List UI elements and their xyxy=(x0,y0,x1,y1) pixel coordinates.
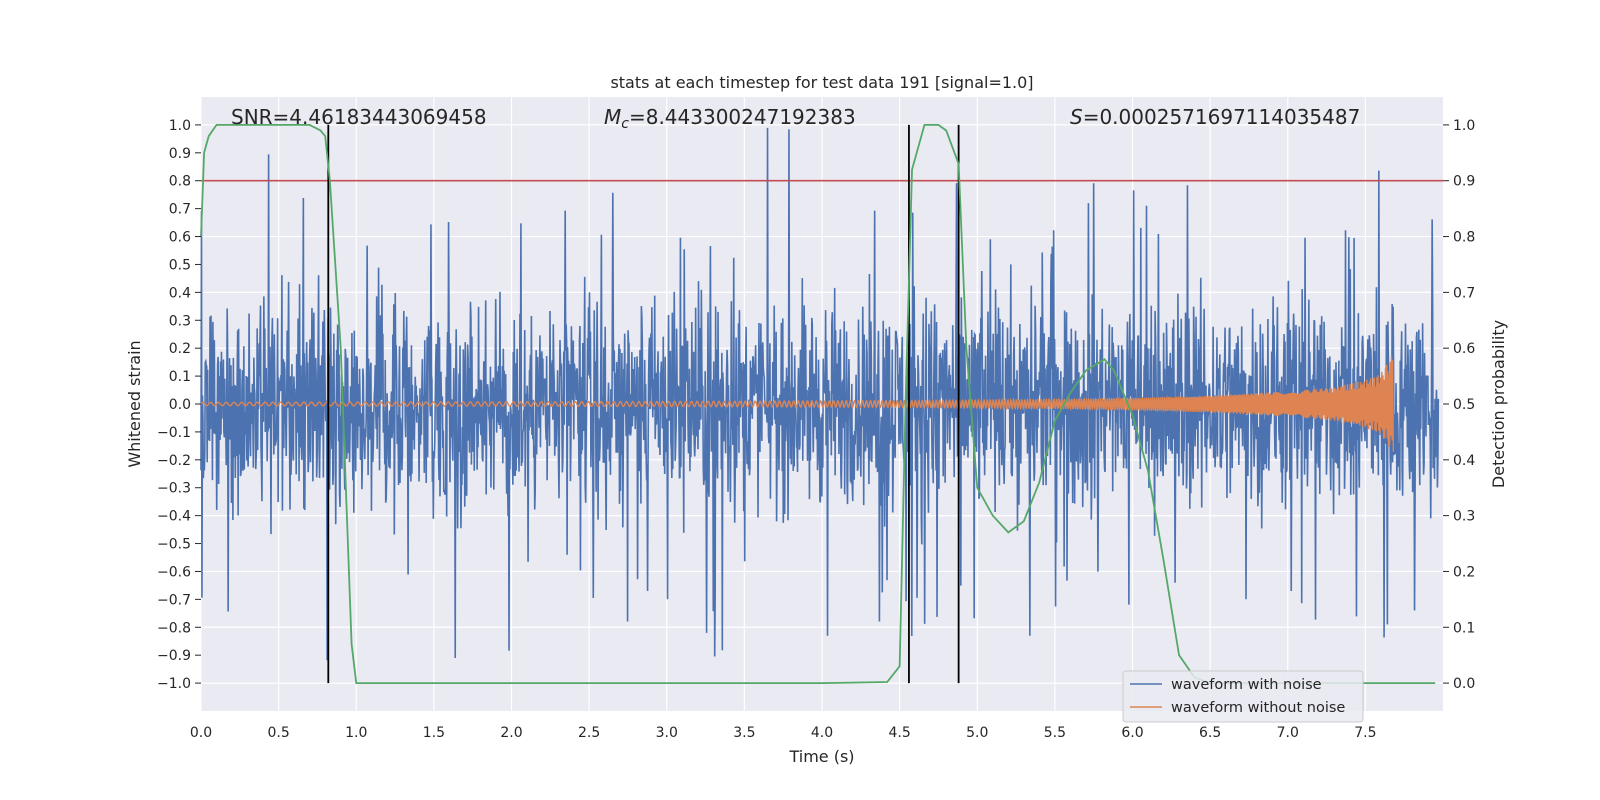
x-axis-ticks: 0.0 0.5 1.0 1.5 2.0 2.5 3.0 3.5 4.0 4.5 5.0 5.5 6.0 6… xyxy=(190,725,1377,741)
snr-annotation: SNR=4.46183443069458 xyxy=(231,105,487,129)
series-detection-probability xyxy=(200,124,1436,684)
x-tick-label: 0.5 xyxy=(267,725,289,741)
clean-waveform-line xyxy=(200,356,1395,452)
x-tick-label: 2.0 xyxy=(500,725,522,741)
detection-probability-line xyxy=(200,124,1436,684)
x-tick-label: 4.5 xyxy=(888,725,910,741)
x-tick-label: 1.0 xyxy=(345,725,367,741)
y-right-tick-label: 0.8 xyxy=(1453,230,1475,246)
series-waveform-with-noise xyxy=(200,127,1440,661)
y-right-tick-label: 1.0 xyxy=(1453,118,1475,134)
y-left-tick-label: 0.4 xyxy=(169,285,191,301)
y-right-tick-label: 0.5 xyxy=(1453,397,1475,413)
y-right-tick-label: 0.3 xyxy=(1453,509,1475,525)
y-left-tick-label: 0.1 xyxy=(169,369,191,385)
y-left-tick-label: −1.0 xyxy=(157,676,191,692)
x-tick-label: 3.5 xyxy=(733,725,755,741)
y-left-tick-label: −0.5 xyxy=(157,537,191,553)
chart-title: stats at each timestep for test data 191… xyxy=(610,73,1033,92)
y-left-tick-label: −0.7 xyxy=(157,592,191,608)
legend-box xyxy=(1122,670,1364,723)
y-axis-left-label: Whitened strain xyxy=(125,340,144,467)
y-axis-right-ticks: 1.0 0.9 0.8 0.7 0.6 0.5 0.4 0.3 0.2 0.1 0.0 xyxy=(1443,118,1475,692)
legend: waveform with noise waveform without noi… xyxy=(1122,670,1364,723)
y-left-tick-label: −0.4 xyxy=(157,509,191,525)
y-left-tick-label: 1.0 xyxy=(169,118,191,134)
y-axis-right-label: Detection probability xyxy=(1489,320,1508,488)
x-tick-label: 7.0 xyxy=(1277,725,1299,741)
legend-label-noise: waveform with noise xyxy=(1171,677,1322,693)
x-tick-label: 5.5 xyxy=(1044,725,1066,741)
x-tick-label: 0.0 xyxy=(190,725,212,741)
y-right-tick-label: 0.1 xyxy=(1453,620,1475,636)
series-waveform-without-noise xyxy=(200,356,1395,452)
x-tick-label: 7.5 xyxy=(1354,725,1376,741)
y-left-tick-label: −0.2 xyxy=(157,453,191,469)
noise-waveform-line xyxy=(200,127,1440,661)
y-left-tick-label: 0.3 xyxy=(169,313,191,329)
y-right-tick-label: 0.2 xyxy=(1453,564,1475,580)
x-tick-label: 4.0 xyxy=(811,725,833,741)
y-left-tick-label: 0.8 xyxy=(169,174,191,190)
chirp-mass-annotation: Mc=8.443300247192383 xyxy=(604,105,856,132)
y-left-tick-label: 0.7 xyxy=(169,202,191,218)
y-left-tick-label: 0.0 xyxy=(169,397,191,413)
y-left-tick-label: 0.5 xyxy=(169,257,191,273)
y-right-tick-label: 0.9 xyxy=(1453,174,1475,190)
s-annotation: S=0.0002571697114035487 xyxy=(1070,105,1360,129)
x-tick-label: 2.5 xyxy=(578,725,600,741)
y-left-tick-label: 0.6 xyxy=(169,230,191,246)
y-left-tick-label: −0.6 xyxy=(157,564,191,580)
y-left-tick-label: −0.3 xyxy=(157,481,191,497)
vertical-marker-lines xyxy=(327,124,960,684)
legend-label-clean: waveform without noise xyxy=(1171,700,1345,716)
y-left-tick-label: −0.8 xyxy=(157,620,191,636)
x-tick-label: 1.5 xyxy=(423,725,445,741)
y-right-tick-label: 0.7 xyxy=(1453,285,1475,301)
x-axis-label: Time (s) xyxy=(788,747,854,766)
y-right-tick-label: 0.0 xyxy=(1453,676,1475,692)
y-right-tick-label: 0.6 xyxy=(1453,341,1475,357)
y-right-tick-label: 0.4 xyxy=(1453,453,1475,469)
y-left-tick-label: −0.9 xyxy=(157,648,191,664)
x-tick-label: 6.0 xyxy=(1121,725,1143,741)
y-left-tick-label: 0.2 xyxy=(169,341,191,357)
x-tick-label: 6.5 xyxy=(1199,725,1221,741)
y-left-tick-label: 0.9 xyxy=(169,146,191,162)
y-left-tick-label: −0.1 xyxy=(157,425,191,441)
x-tick-label: 5.0 xyxy=(966,725,988,741)
y-axis-left-ticks: 1.0 0.9 0.8 0.7 0.6 0.5 0.4 0.3 0.2 0.1 0.0 −0.1 −0.… xyxy=(157,118,201,692)
x-tick-label: 3.0 xyxy=(656,725,678,741)
